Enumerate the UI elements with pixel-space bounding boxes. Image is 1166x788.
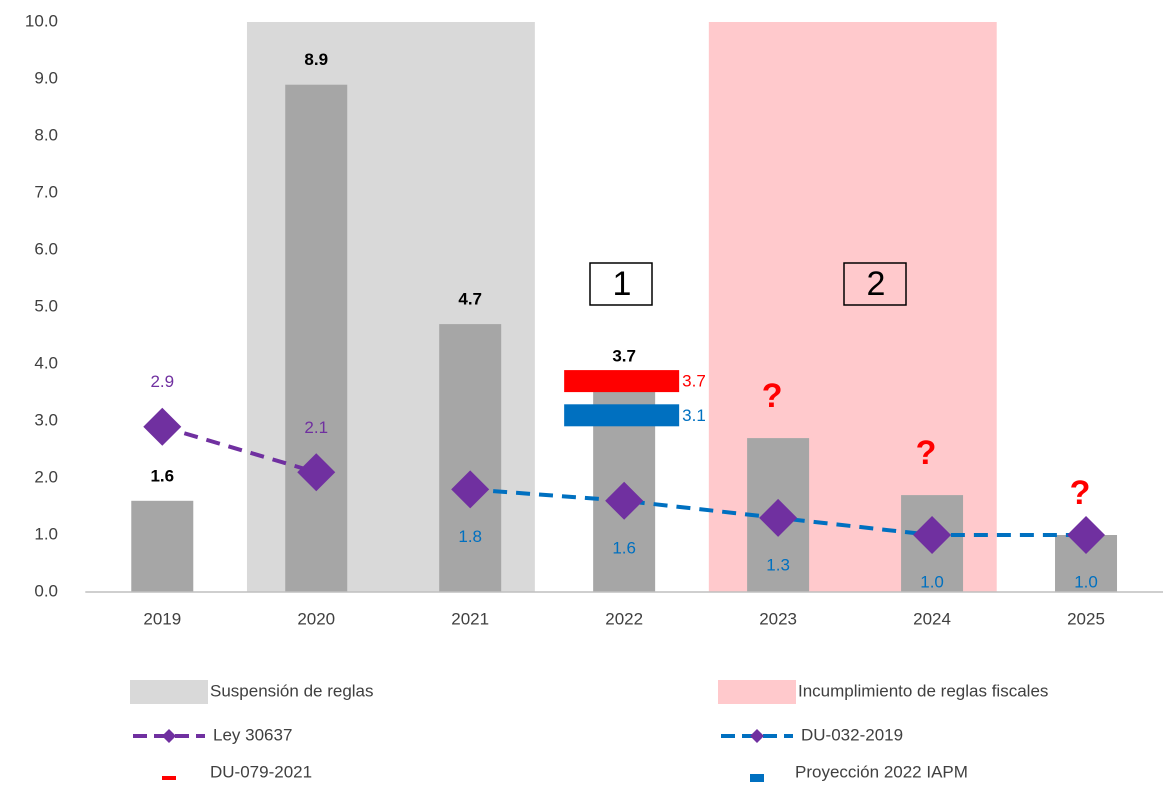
- legend-swatch: [130, 680, 208, 704]
- y-tick-label: 7.0: [34, 182, 58, 201]
- y-tick-label: 6.0: [34, 239, 58, 258]
- y-tick-label: 8.0: [34, 125, 58, 144]
- y-tick-label: 3.0: [34, 410, 58, 429]
- data-label: 1.0: [1074, 572, 1098, 591]
- data-label: 1.6: [612, 538, 636, 557]
- legend-swatch: [718, 680, 796, 704]
- legend-label: Ley 30637: [213, 725, 292, 744]
- legend-label: Suspensión de reglas: [210, 681, 374, 700]
- x-tick-label: 2020: [297, 609, 335, 628]
- data-label: 2.1: [304, 418, 328, 437]
- annotation-box: [589, 262, 653, 306]
- legend-swatch: [750, 774, 764, 782]
- marker: [143, 407, 182, 446]
- bar-label: 1.6: [150, 466, 174, 485]
- marker: [759, 498, 798, 537]
- level-marker: [564, 370, 680, 393]
- data-label: 2.9: [150, 372, 174, 391]
- marker: [297, 453, 336, 492]
- marker: [605, 481, 644, 520]
- data-label: 1.3: [766, 555, 790, 574]
- data-label: 1.0: [920, 572, 944, 591]
- marker: [1067, 516, 1106, 554]
- data-label: 3.7: [682, 372, 706, 391]
- y-tick-label: 1.0: [34, 524, 58, 543]
- bar: [131, 500, 194, 592]
- marker: [451, 470, 490, 509]
- x-tick-label: 2023: [759, 609, 797, 628]
- y-tick-label: 10.0: [25, 11, 58, 30]
- x-tick-label: 2021: [451, 609, 489, 628]
- legend-label: Proyección 2022 IAPM: [795, 762, 968, 781]
- x-tick-label: 2025: [1067, 609, 1105, 628]
- bar: [285, 84, 348, 592]
- question-mark: ?: [762, 377, 783, 415]
- marker: [913, 516, 952, 554]
- data-label: 3.1: [682, 406, 706, 425]
- legend-label: DU-079-2021: [210, 762, 312, 781]
- y-tick-label: 5.0: [34, 296, 58, 315]
- legend-label: Incumplimiento de reglas fiscales: [798, 681, 1048, 700]
- question-mark: ?: [916, 434, 937, 472]
- y-tick-label: 0.0: [34, 581, 58, 600]
- y-tick-label: 4.0: [34, 353, 58, 372]
- y-tick-label: 9.0: [34, 68, 58, 87]
- annotation-box: [843, 262, 907, 306]
- legend-label: DU-032-2019: [801, 725, 903, 744]
- bar-label: 8.9: [304, 50, 328, 69]
- annotation-text: 1: [613, 265, 632, 303]
- level-marker: [564, 404, 680, 427]
- data-label: 1.8: [458, 527, 482, 546]
- question-mark: ?: [1070, 474, 1091, 512]
- bar-label: 4.7: [458, 290, 482, 309]
- line: [161, 424, 317, 475]
- y-tick-label: 2.0: [34, 467, 58, 486]
- bar: [439, 324, 502, 592]
- x-tick-label: 2024: [913, 609, 951, 628]
- annotation-text: 2: [867, 265, 886, 303]
- legend-marker: [750, 729, 764, 743]
- bar-label: 3.7: [612, 347, 636, 366]
- legend-marker: [162, 729, 176, 743]
- x-tick-label: 2019: [143, 609, 181, 628]
- legend-swatch: [162, 776, 176, 780]
- x-tick-label: 2022: [605, 609, 643, 628]
